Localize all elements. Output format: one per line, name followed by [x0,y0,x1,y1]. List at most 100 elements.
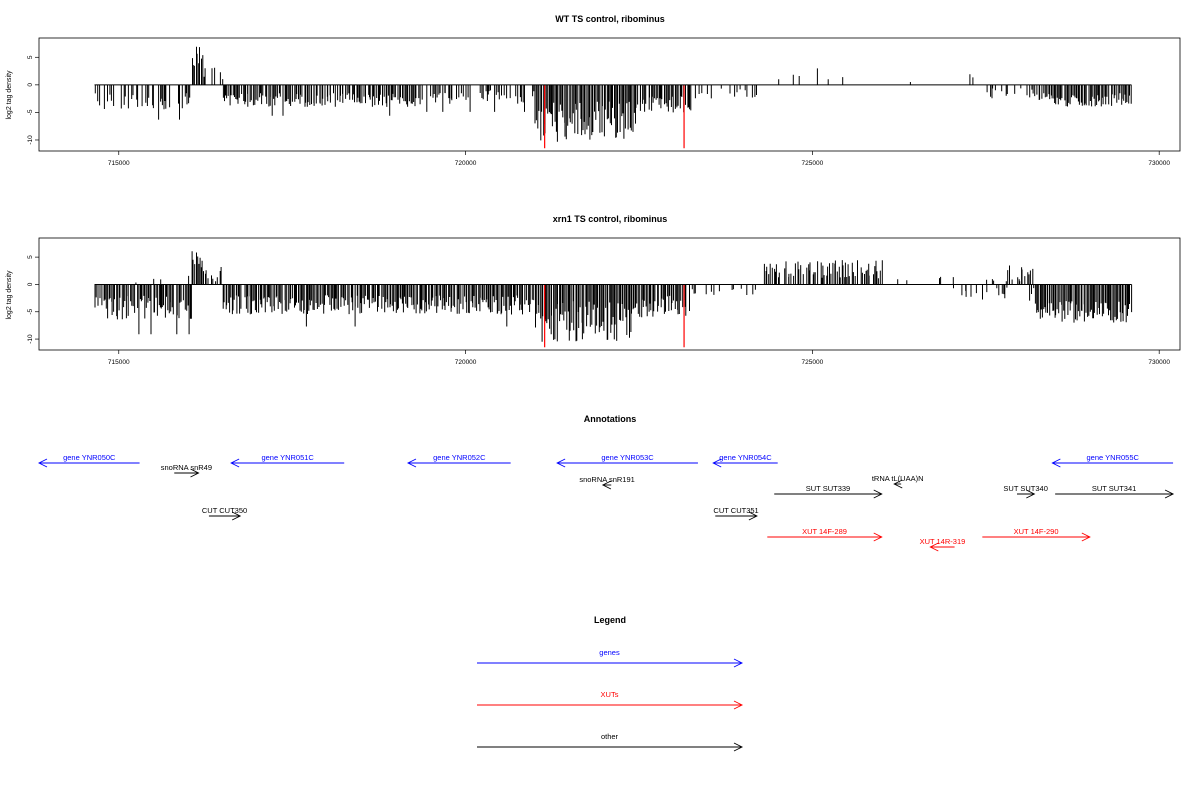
annotation-arrow-head [230,458,240,468]
annotation-label: SUT SUT339 [806,484,850,493]
xrn1-y-axis: 5 0 -5 -10 [27,255,39,344]
annotation-label: SUT SUT340 [1003,484,1047,493]
density-bars [94,251,1133,342]
legend-item-other: other [477,732,744,752]
annotation-gene-ynr050c: gene YNR050C [37,453,140,468]
legend-label: XUTs [601,690,619,699]
legend-arrow-head [733,742,744,752]
legend-arrow-head [733,700,744,710]
annotation-arrow-head [37,458,48,468]
annotation-label: SUT SUT341 [1092,484,1136,493]
xrn1-track-panel: xrn1 TS control, ribominus log2 tag dens… [6,214,1181,366]
annotation-arrow-head [893,479,903,489]
annotation-arrow-head [873,489,883,499]
annotation-arrow-head [1081,532,1091,542]
annotation-label: XUT 14F-289 [802,527,847,536]
annotations-title: Annotations [584,414,637,424]
legend-panel: Legend genes XUTs other [477,615,744,752]
wt-bars [94,46,1132,142]
annotation-gene-ynr054c: gene YNR054C [712,453,778,468]
annotation-snorna-snr191: snoRNA snR191 [579,475,635,490]
x-tick-label: 725000 [802,359,824,366]
y-tick-label: -10 [27,334,34,344]
legend-label: other [601,732,619,741]
y-tick-label: 5 [27,55,34,59]
xrn1-track-title: xrn1 TS control, ribominus [553,214,668,224]
annotation-gene-ynr053c: gene YNR053C [556,453,698,468]
x-tick-label: 725000 [802,160,824,167]
annotation-label: gene YNR052C [433,453,486,462]
wt-y-axis: 5 0 -5 -10 [27,55,39,145]
annotation-label: XUT 14F-290 [1014,527,1059,536]
annotations-panel: Annotations gene YNR050C gene YNR051C gene… [37,414,1175,552]
annotation-arrow-head [873,532,883,542]
annotation-arrow-head [1026,489,1036,499]
x-tick-label: 720000 [455,359,477,366]
annotation-gene-ynr052c: gene YNR052C [406,453,511,468]
annotation-sut-sut341: SUT SUT341 [1055,484,1175,499]
density-bars [94,46,1132,142]
annotation-trna-tl-uaa-n: tRNA tL(UAA)N [872,474,924,489]
xrn1-track-ylabel: log2 tag density [6,270,13,320]
annotation-arrow-head [712,458,722,468]
annotation-xut-14f-290: XUT 14F-290 [982,527,1091,542]
wt-track-ylabel: log2 tag density [6,70,13,120]
annotation-arrow-head [406,458,417,468]
annotation-snorna-snr49: snoRNA snR49 [161,463,212,478]
wt-highlight-bars [544,84,685,149]
annotation-sut-sut339: SUT SUT339 [774,484,883,499]
x-tick-label: 730000 [1148,359,1170,366]
annotation-xut-14f-289: XUT 14F-289 [767,527,883,542]
annotation-arrow-head [1051,458,1061,468]
annotation-label: snoRNA snR191 [579,475,634,484]
legend-title: Legend [594,615,626,625]
annotation-gene-ynr051c: gene YNR051C [230,453,345,468]
annotation-arrow-head [748,511,758,521]
annotation-label: gene YNR053C [601,453,654,462]
annotation-gene-ynr055c: gene YNR055C [1051,453,1174,468]
annotation-cut-cut350: CUT CUT350 [202,506,247,521]
wt-plot-frame [38,37,1181,152]
x-tick-label: 730000 [1148,160,1170,167]
annotation-arrow-head [601,480,612,490]
annotation-arrow-head [231,511,242,521]
x-tick-label: 715000 [108,359,130,366]
legend-items: genes XUTs other [477,648,744,752]
y-tick-label: -10 [27,135,34,145]
annotation-arrow-head [190,468,200,478]
annotation-label: gene YNR054C [719,453,772,462]
y-tick-label: -5 [27,308,34,314]
xrn1-plot-frame [38,237,1181,351]
annotation-label: CUT CUT350 [202,506,247,515]
legend-arrow-head [733,658,744,668]
y-tick-label: 5 [27,255,34,259]
legend-item-genes: genes [477,648,744,668]
annotation-label: gene YNR050C [63,453,116,462]
legend-label: genes [599,648,620,657]
x-tick-label: 715000 [108,160,130,167]
x-tick-label: 720000 [455,160,477,167]
xrn1-highlight-bars [544,284,685,348]
y-tick-label: 0 [27,83,34,87]
y-tick-label: 0 [27,282,34,286]
wt-x-axis: 715000 720000 725000 730000 [108,151,1170,167]
xrn1-bars [94,251,1133,342]
annotation-arrow-head [1164,489,1175,499]
annotation-label: gene YNR051C [261,453,314,462]
y-tick-label: -5 [27,109,34,115]
wt-track-title: WT TS control, ribominus [555,14,665,24]
annotation-xut-14r-319: XUT 14R-319 [920,537,966,552]
annotation-arrow-head [929,542,939,552]
xrn1-x-axis: 715000 720000 725000 730000 [108,350,1170,366]
wt-track-panel: WT TS control, ribominus log2 tag densit… [6,14,1181,167]
annotation-label: snoRNA snR49 [161,463,212,472]
annotation-arrow-head [556,458,566,468]
annotation-label: gene YNR055C [1087,453,1140,462]
annotation-cut-cut351: CUT CUT351 [713,506,759,521]
annotation-features: gene YNR050C gene YNR051C gene YNR052C gene… [37,453,1175,552]
annotation-label: CUT CUT351 [713,506,758,515]
annotation-label: XUT 14R-319 [920,537,966,546]
annotation-label: tRNA tL(UAA)N [872,474,924,483]
legend-item-xuts: XUTs [477,690,744,710]
